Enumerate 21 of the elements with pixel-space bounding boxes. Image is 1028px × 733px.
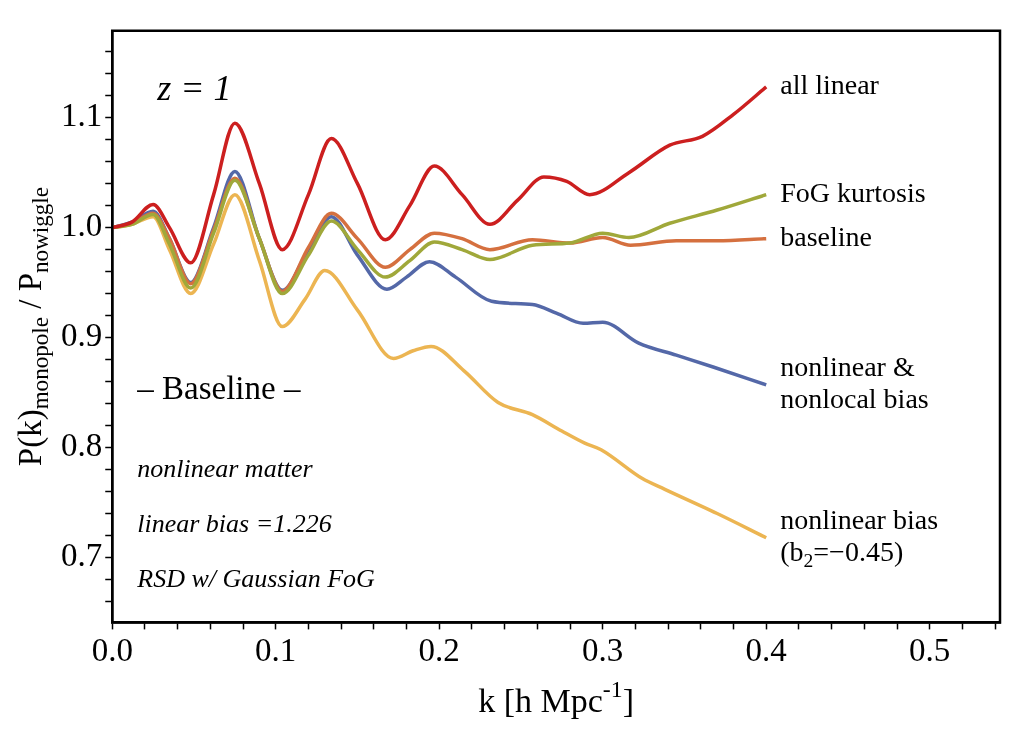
annotation: – Baseline –: [136, 370, 301, 407]
x-tick-label: 0.2: [418, 631, 460, 668]
annotation: linear bias =1.226: [137, 509, 332, 539]
y-tick-label: 0.9: [61, 317, 103, 354]
annotation: z = 1: [156, 68, 232, 109]
series-label: FoG kurtosis: [780, 177, 926, 208]
series-label: all linear: [780, 69, 880, 101]
x-tick-label: 0.4: [745, 631, 787, 668]
series-label: baseline: [780, 220, 872, 252]
x-tick-label: 0.0: [91, 631, 133, 668]
x-tick-label: 0.1: [255, 631, 297, 668]
y-tick-label: 0.8: [61, 427, 103, 464]
x-tick-label: 0.3: [582, 631, 624, 668]
series-label: nonlinear & nonlocal bias: [780, 351, 929, 415]
annotation: nonlinear matter: [137, 454, 314, 484]
y-axis-title: P(k)monopole / Pnowiggle: [11, 187, 53, 467]
annotation: RSD w/ Gaussian FoG: [136, 564, 376, 594]
y-tick-label: 0.7: [61, 537, 103, 574]
y-tick-label: 1.0: [61, 207, 103, 244]
y-tick-label: 1.1: [61, 97, 103, 134]
x-tick-label: 0.5: [909, 631, 951, 668]
